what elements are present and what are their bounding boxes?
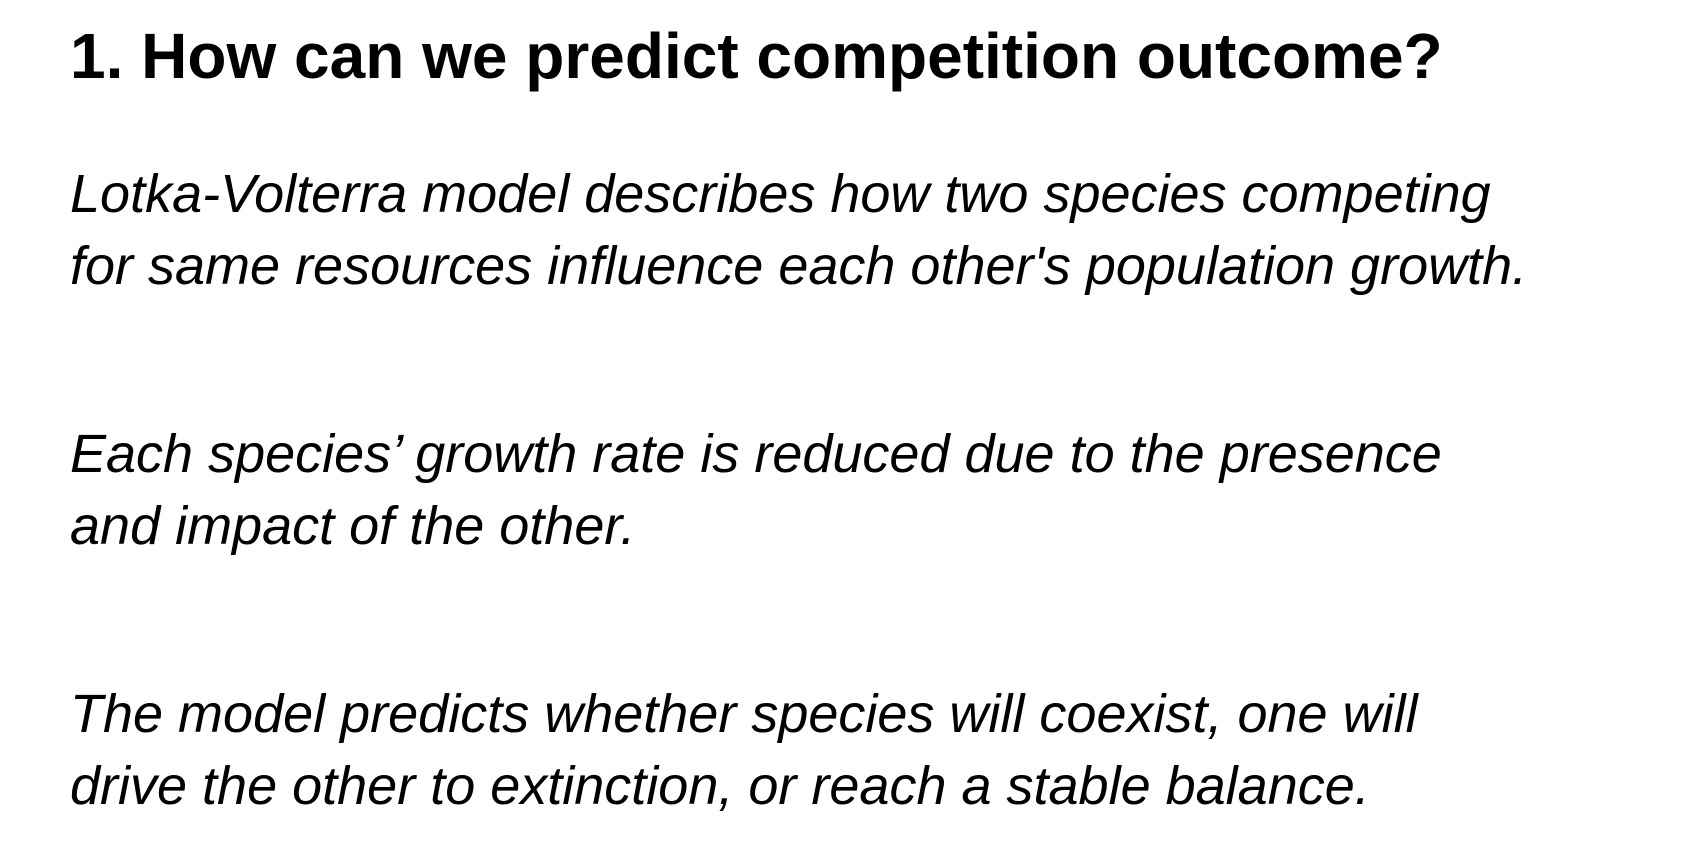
paragraph-line: for same resources influence each other'… (70, 236, 1528, 296)
paragraph-line: Each species’ growth rate is reduced due… (70, 424, 1442, 484)
paragraph-line: The model predicts whether species will … (70, 684, 1418, 744)
paragraph-line: Lotka-Volterra model describes how two s… (70, 164, 1491, 224)
paragraph-model-predictions: The model predicts whether species will … (70, 678, 1670, 822)
paragraph-line: drive the other to extinction, or reach … (70, 756, 1370, 816)
slide-title: 1. How can we predict competition outcom… (70, 20, 1443, 92)
paragraph-lotka-volterra-description: Lotka-Volterra model describes how two s… (70, 158, 1670, 302)
paragraph-growth-rate: Each species’ growth rate is reduced due… (70, 418, 1670, 562)
paragraph-line: and impact of the other. (70, 496, 636, 556)
